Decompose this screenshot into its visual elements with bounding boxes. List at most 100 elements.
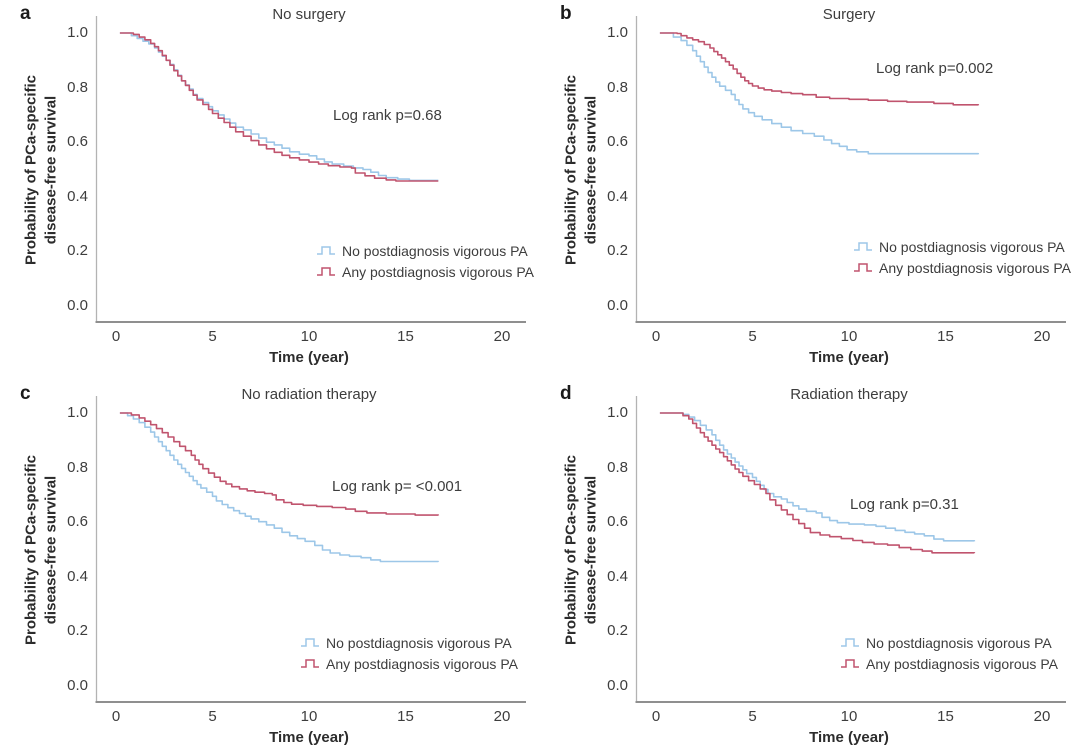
x-tick: 10 — [300, 708, 318, 725]
y-tick: 0.8 — [67, 458, 88, 476]
x-axis-label: Time (year) — [809, 729, 889, 746]
legend-label: No postdiagnosis vigorous PA — [326, 634, 512, 651]
km-curve-any_pa — [659, 412, 976, 554]
panel-surgery: b Surgery Probability of PCa-specific dis… — [540, 0, 1080, 376]
km-curve-no_pa — [659, 32, 980, 155]
y-tick: 0.6 — [67, 513, 88, 531]
x-tick: 5 — [748, 708, 757, 725]
y-tick: 0.2 — [67, 242, 88, 260]
km-plot — [635, 16, 1066, 323]
panel-letter: d — [560, 383, 572, 404]
y-tick: 1.0 — [67, 24, 88, 41]
legend: No postdiagnosis vigorous PA Any postdia… — [300, 632, 518, 674]
x-tick: 15 — [397, 708, 414, 725]
y-tick: 0.4 — [607, 187, 628, 205]
legend-label: No postdiagnosis vigorous PA — [866, 634, 1052, 651]
km-step-swatch-icon — [854, 263, 872, 272]
legend-label: No postdiagnosis vigorous PA — [342, 242, 528, 259]
y-tick: 0.2 — [607, 622, 628, 640]
x-tick: 0 — [651, 328, 661, 345]
y-tick: 0.6 — [67, 133, 88, 151]
km-curve-no_pa — [659, 412, 976, 542]
panel-radiation: d Radiation therapy Probability of PCa-s… — [540, 380, 1080, 753]
legend: No postdiagnosis vigorous PA Any postdia… — [316, 240, 534, 282]
km-curve-any_pa — [119, 412, 440, 516]
x-tick: 10 — [840, 708, 858, 725]
log-rank-p-value: Log rank p= <0.001 — [332, 478, 463, 495]
km-step-swatch-icon — [854, 242, 872, 251]
x-axis-label: Time (year) — [269, 729, 349, 746]
legend-item-any-pa: Any postdiagnosis vigorous PA — [300, 653, 518, 674]
legend: No postdiagnosis vigorous PA Any postdia… — [853, 236, 1071, 278]
y-tick: 0.2 — [67, 622, 88, 640]
x-tick: 15 — [937, 328, 954, 345]
y-tick: 0.8 — [607, 78, 628, 96]
panel-no-surgery: a No surgery Probability of PCa-specific… — [0, 0, 540, 376]
km-curve-no_pa — [119, 412, 440, 563]
legend-item-no-pa: No postdiagnosis vigorous PA — [316, 240, 534, 261]
km-step-swatch-icon — [317, 267, 335, 276]
km-curve-any_pa — [659, 32, 980, 106]
x-tick: 15 — [937, 708, 954, 725]
km-plot — [95, 396, 526, 703]
x-tick: 20 — [493, 328, 511, 345]
y-tick: 0.4 — [67, 567, 88, 585]
x-axis-label: Time (year) — [809, 349, 889, 366]
y-tick: 0.0 — [67, 677, 88, 694]
panel-title: No radiation therapy — [241, 386, 377, 403]
y-tick: 0.2 — [607, 242, 628, 260]
km-plot — [95, 16, 526, 323]
panel-no-radiation: c No radiation therapy Probability of PC… — [0, 380, 540, 753]
x-tick: 5 — [748, 328, 757, 345]
legend-label: Any postdiagnosis vigorous PA — [866, 655, 1058, 672]
panel-title: No surgery — [272, 6, 346, 23]
km-curve-any_pa — [119, 32, 439, 182]
y-tick: 0.0 — [67, 297, 88, 314]
km-step-swatch-icon — [317, 246, 335, 255]
legend-item-any-pa: Any postdiagnosis vigorous PA — [316, 261, 534, 282]
km-plot — [635, 396, 1066, 703]
legend-item-any-pa: Any postdiagnosis vigorous PA — [840, 653, 1058, 674]
panel-title: Surgery — [822, 6, 876, 23]
legend-label: Any postdiagnosis vigorous PA — [342, 263, 534, 280]
y-tick: 0.6 — [607, 513, 628, 531]
panel-letter: c — [20, 383, 31, 404]
panel-letter: b — [560, 3, 572, 24]
legend-label: Any postdiagnosis vigorous PA — [326, 655, 518, 672]
y-tick: 1.0 — [607, 24, 628, 41]
log-rank-p-value: Log rank p=0.31 — [850, 496, 959, 513]
x-tick: 0 — [111, 708, 121, 725]
x-tick: 20 — [1033, 328, 1051, 345]
panel-title: Radiation therapy — [790, 386, 908, 403]
y-tick: 0.8 — [607, 458, 628, 476]
log-rank-p-value: Log rank p=0.002 — [876, 60, 994, 77]
y-tick: 0.8 — [67, 78, 88, 96]
km-step-swatch-icon — [841, 638, 859, 647]
log-rank-p-value: Log rank p=0.68 — [333, 107, 442, 124]
y-tick: 0.0 — [607, 677, 628, 694]
legend-item-no-pa: No postdiagnosis vigorous PA — [840, 632, 1058, 653]
x-tick: 20 — [493, 708, 511, 725]
km-step-swatch-icon — [841, 659, 859, 668]
y-tick: 0.4 — [607, 567, 628, 585]
legend-item-no-pa: No postdiagnosis vigorous PA — [853, 236, 1071, 257]
legend-item-any-pa: Any postdiagnosis vigorous PA — [853, 257, 1071, 278]
legend-label: Any postdiagnosis vigorous PA — [879, 259, 1071, 276]
x-tick: 5 — [208, 328, 217, 345]
x-tick: 10 — [300, 328, 318, 345]
legend-item-no-pa: No postdiagnosis vigorous PA — [300, 632, 518, 653]
panel-letter: a — [20, 3, 31, 24]
x-tick: 20 — [1033, 708, 1051, 725]
km-step-swatch-icon — [301, 638, 319, 647]
x-tick: 0 — [651, 708, 661, 725]
legend-label: No postdiagnosis vigorous PA — [879, 238, 1065, 255]
x-tick: 0 — [111, 328, 121, 345]
legend: No postdiagnosis vigorous PA Any postdia… — [840, 632, 1058, 674]
y-tick: 0.0 — [607, 297, 628, 314]
y-tick: 1.0 — [67, 404, 88, 421]
y-tick: 0.6 — [607, 133, 628, 151]
y-tick: 0.4 — [67, 187, 88, 205]
x-tick: 15 — [397, 328, 414, 345]
x-axis-label: Time (year) — [269, 349, 349, 366]
